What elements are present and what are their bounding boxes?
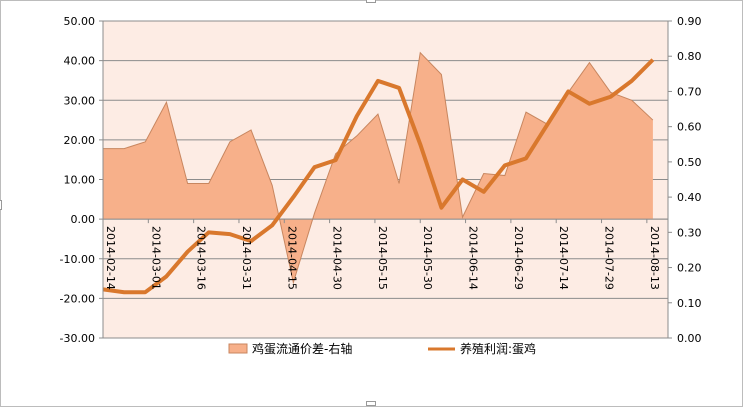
x-axis-tick-label: 2014-03-01 [149, 226, 162, 290]
profit-line [102, 58, 655, 295]
left-axis-tick-label: 50.00 [64, 15, 96, 28]
area-fill [103, 52, 653, 283]
left-resize-handle[interactable] [0, 200, 2, 210]
left-axis-tick-label: 0.00 [71, 213, 96, 226]
axes [99, 20, 672, 339]
x-axis-tick-label: 2014-04-30 [331, 226, 344, 290]
right-axis-tick-label: 0.50 [677, 156, 702, 169]
left-axis-tick-label: 30.00 [64, 94, 96, 107]
x-axis-tick-labels: 2014-02-14 2014-03-01 2014-03-16 2014-03-31… [104, 226, 661, 290]
x-axis-tick-label: 2014-08-13 [648, 226, 661, 290]
bottom-resize-handle[interactable] [366, 401, 376, 406]
right-axis-tick-label: 0.00 [677, 332, 702, 345]
left-axis-tick-label: -10.00 [60, 253, 95, 266]
x-axis-tick-label: 2014-07-14 [557, 226, 570, 290]
left-axis-tick-label: -20.00 [60, 292, 95, 305]
x-axis-tick-label: 2014-02-14 [104, 226, 117, 290]
right-axis-tick-label: 0.20 [677, 262, 702, 275]
right-axis-tick-label: 0.80 [677, 50, 702, 63]
right-axis-tick-label: 0.40 [677, 191, 702, 204]
left-axis-tick-label: 40.00 [64, 55, 96, 68]
legend-area-label: 鸡蛋流通价差-右轴 [252, 341, 352, 356]
x-axis-tick-label: 2014-03-31 [240, 226, 253, 290]
x-axis-tick-label: 2014-04-15 [285, 226, 298, 290]
right-axis-tick-label: 0.70 [677, 85, 702, 98]
x-axis-tick-label: 2014-07-29 [603, 226, 616, 290]
x-axis-tick-label: 2014-03-16 [195, 226, 208, 290]
x-axis-tick-label: 2014-06-14 [467, 226, 480, 290]
line-series-layer [102, 58, 655, 295]
right-axis-tick-label: 0.60 [677, 121, 702, 134]
right-axis-tick-labels: 0.00 0.10 0.20 0.30 0.40 0.50 0.60 0.70 0.80 0.90 [677, 15, 702, 345]
left-axis-tick-label: -30.00 [60, 332, 95, 345]
x-axis-tick-label: 2014-05-30 [421, 226, 434, 290]
legend-area-swatch [228, 343, 248, 354]
left-axis-tick-label: 20.00 [64, 134, 96, 147]
x-axis-tick-label: 2014-05-15 [376, 226, 389, 290]
top-resize-handle[interactable] [366, 0, 376, 3]
legend: 鸡蛋流通价差-右轴 养殖利润:蛋鸡 [228, 341, 536, 356]
right-axis-tick-label: 0.90 [677, 15, 702, 28]
right-axis-tick-label: 0.10 [677, 297, 702, 310]
right-axis-tick-label: 0.30 [677, 226, 702, 239]
x-axis-tick-label: 2014-06-29 [512, 226, 525, 290]
left-axis-tick-label: 10.00 [64, 174, 96, 187]
legend-line-label: 养殖利润:蛋鸡 [460, 341, 536, 356]
left-axis-tick-labels: -30.00 -20.00 -10.00 0.00 10.00 20.00 30.00 40.… [60, 15, 95, 345]
